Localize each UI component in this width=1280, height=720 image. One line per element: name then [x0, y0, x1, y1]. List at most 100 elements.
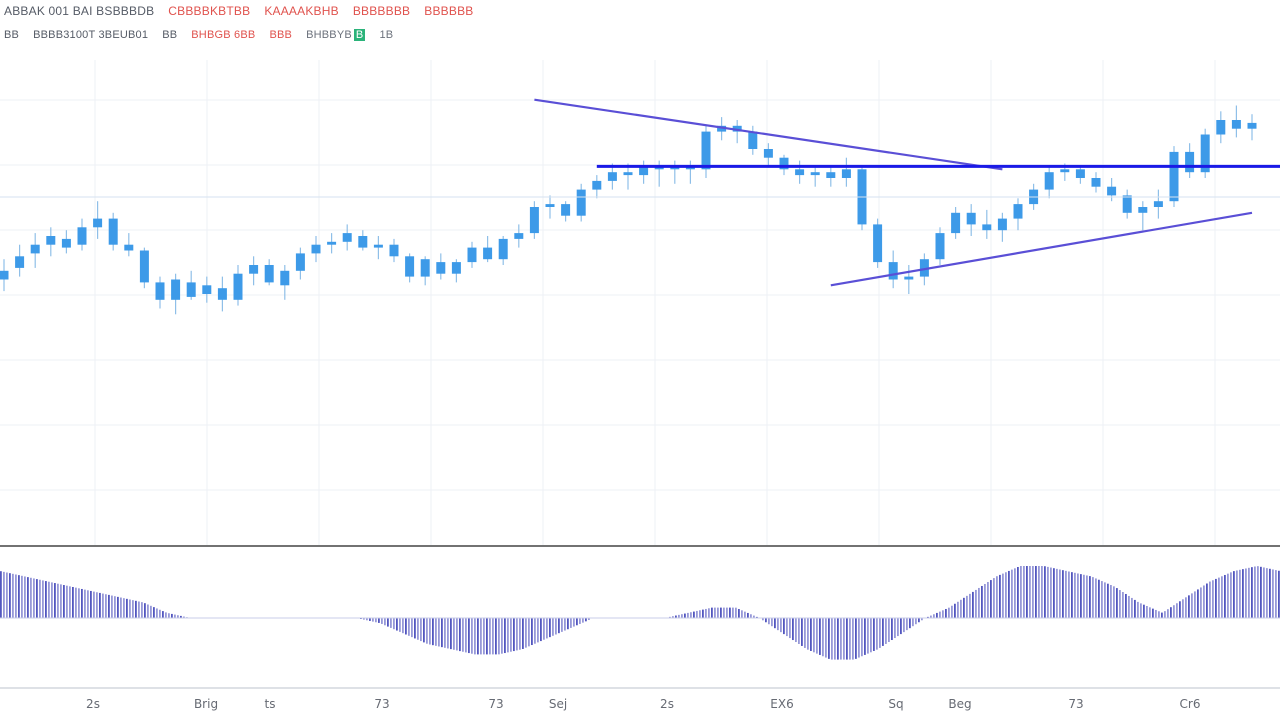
oscillator-bar [882, 618, 884, 646]
oscillator-bar [819, 618, 821, 655]
oscillator-bar [399, 618, 401, 632]
candle-body [451, 262, 461, 274]
oscillator-bar [771, 618, 773, 627]
oscillator-bar [780, 618, 782, 633]
candle-body [46, 236, 56, 245]
oscillator-bar [1125, 593, 1127, 618]
candle-body [1122, 195, 1132, 213]
oscillator-bar [855, 618, 857, 659]
oscillator-bar [1197, 589, 1199, 618]
oscillator-bar [9, 573, 11, 618]
candle-body [1216, 120, 1226, 135]
oscillator-bar [996, 576, 998, 618]
oscillator-bar [105, 594, 107, 618]
oscillator-bar [132, 600, 134, 618]
header-text: B [353, 29, 366, 41]
oscillator-bar [519, 618, 521, 650]
oscillator-bar [837, 618, 839, 660]
trendline [534, 98, 1003, 171]
oscillator-bar [783, 618, 785, 635]
oscillator-bar [705, 608, 707, 618]
oscillator-bar [1008, 570, 1010, 618]
candle-body [264, 265, 274, 283]
candle-body [61, 238, 71, 248]
oscillator-bar [1209, 581, 1211, 618]
candle-body [311, 244, 321, 254]
oscillator-bar [1020, 566, 1022, 618]
oscillator-bar [162, 611, 164, 618]
oscillator-bar [168, 613, 170, 618]
oscillator-bar [990, 580, 992, 618]
oscillator-bar [444, 618, 446, 648]
header-text: BB [4, 29, 20, 41]
oscillator-bar [420, 618, 422, 642]
oscillator-bar [576, 618, 578, 626]
oscillator-bar [888, 618, 890, 642]
oscillator-bar [1179, 601, 1181, 618]
candle-body [810, 172, 820, 176]
oscillator-bar [840, 618, 842, 660]
oscillator-bar [747, 612, 749, 618]
oscillator-bar [1200, 587, 1202, 618]
oscillator-bar [1026, 566, 1028, 618]
oscillator-bar [36, 579, 38, 618]
oscillator-bar [1047, 566, 1049, 618]
oscillator-bar [1191, 593, 1193, 618]
oscillator-bar [699, 610, 701, 618]
oscillator-bar [969, 593, 971, 618]
oscillator-bar [567, 618, 569, 630]
oscillator-bar [78, 588, 80, 618]
header-text: BHBBYB [306, 29, 352, 41]
oscillator-bar [429, 618, 431, 645]
oscillator-bar [543, 618, 545, 640]
oscillator-bar [1146, 606, 1148, 618]
oscillator-bar [1218, 577, 1220, 618]
candle-body [1013, 204, 1023, 219]
oscillator-bar [750, 614, 752, 618]
oscillator-bar [993, 578, 995, 618]
oscillator-bar [786, 618, 788, 637]
oscillator-bar [945, 608, 947, 618]
oscillator-bar [396, 618, 398, 631]
oscillator-bar [1119, 590, 1121, 618]
candle-body [701, 131, 711, 170]
candle-body [217, 288, 227, 300]
oscillator-bar [135, 600, 137, 618]
oscillator-bar [495, 618, 497, 655]
oscillator-bar [57, 583, 59, 618]
candle-body [607, 172, 617, 181]
oscillator-bar [1161, 612, 1163, 618]
oscillator-bar [681, 614, 683, 618]
candle-body [420, 259, 430, 277]
candle-body [1091, 178, 1101, 187]
oscillator-bar [972, 591, 974, 618]
oscillator-bar [1227, 573, 1229, 618]
oscillator-bar [1275, 570, 1277, 618]
candle-body [249, 265, 259, 274]
oscillator-bar [93, 591, 95, 618]
candle-body [1138, 207, 1148, 213]
oscillator-bar [690, 612, 692, 618]
oscillator-bar [1080, 574, 1082, 618]
oscillator-bar [825, 618, 827, 658]
oscillator-bar [741, 610, 743, 618]
oscillator-bar [435, 618, 437, 646]
oscillator-bar [462, 618, 464, 652]
oscillator-bar [702, 609, 704, 618]
candle-body [139, 250, 149, 283]
oscillator-bar [423, 618, 425, 643]
oscillator-bar [762, 618, 764, 621]
oscillator-bar [498, 618, 500, 655]
header-text: CBBBBKBTBB [168, 4, 251, 18]
oscillator-bar [417, 618, 419, 640]
oscillator-bar [1116, 588, 1118, 618]
oscillator-bar [549, 618, 551, 638]
oscillator-bar [561, 618, 563, 632]
oscillator-bar [1251, 567, 1253, 618]
oscillator-bar [138, 601, 140, 618]
oscillator-bar [789, 618, 791, 639]
candle-body [1075, 169, 1085, 178]
oscillator-bar [39, 579, 41, 618]
oscillator-bar [1095, 578, 1097, 618]
oscillator-bar [1017, 566, 1019, 618]
